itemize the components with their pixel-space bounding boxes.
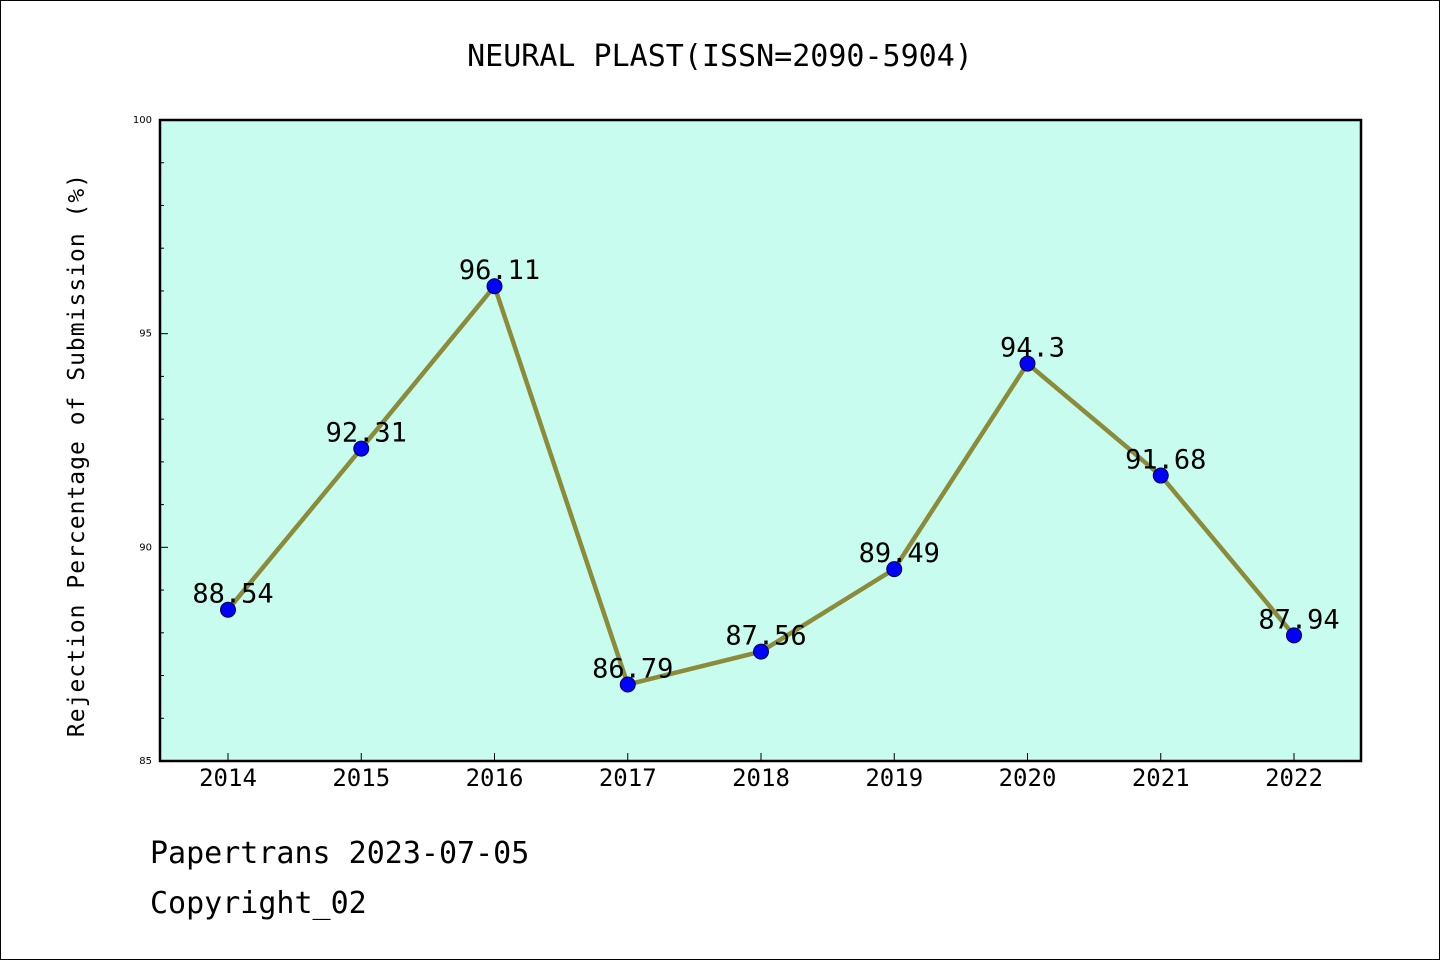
data-point <box>753 643 769 660</box>
data-label: 86.79 <box>592 654 673 685</box>
x-tick-label: 2015 <box>332 764 390 792</box>
data-point <box>1152 467 1169 484</box>
data-label: 96.11 <box>459 255 540 286</box>
y-tick-label: 90 <box>139 542 152 553</box>
data-label: 88.54 <box>192 579 273 610</box>
data-label: 87.56 <box>725 621 806 652</box>
footer-source: Papertrans 2023-07-05 <box>150 836 530 871</box>
x-tick-label: 2021 <box>1132 764 1190 792</box>
data-point <box>886 561 903 578</box>
y-tick-label: 100 <box>133 115 152 126</box>
x-tick-label: 2020 <box>999 764 1057 792</box>
y-tick-label: 95 <box>139 329 152 340</box>
data-point <box>619 676 636 693</box>
data-point <box>1286 627 1302 644</box>
plot-border <box>158 118 1363 763</box>
chart-title: NEURAL PLAST(ISSN=2090-5904) <box>467 39 973 74</box>
x-tick-label: 2018 <box>732 764 790 792</box>
x-tick-label: 2014 <box>199 764 257 792</box>
series-layer: 88.54 92.31 96.11 86.79 87.56 89.49 94.3 91.68 8… <box>192 255 1340 693</box>
data-point <box>353 440 370 457</box>
x-tick-label: 2022 <box>1265 764 1323 792</box>
footer-copyright: Copyright_02 <box>150 886 367 921</box>
data-label: 91.68 <box>1125 445 1206 476</box>
data-point <box>486 278 503 295</box>
data-label: 87.94 <box>1258 604 1339 635</box>
data-point <box>220 601 236 618</box>
y-axis-label: Rejection Percentage of Submission (%) <box>64 173 90 737</box>
data-label: 94.3 <box>1000 333 1065 364</box>
data-label: 92.31 <box>326 418 407 449</box>
data-label: 89.49 <box>859 538 940 569</box>
data-point <box>1019 355 1036 372</box>
y-tick-label: 85 <box>139 756 152 767</box>
x-tick-label: 2016 <box>466 764 524 792</box>
x-tick-label: 2017 <box>599 764 657 792</box>
x-tick-label: 2019 <box>865 764 923 792</box>
axis-ticks: 2014 2015 2016 2017 2018 2019 2020 2021 2022 85 90… <box>133 115 1323 792</box>
